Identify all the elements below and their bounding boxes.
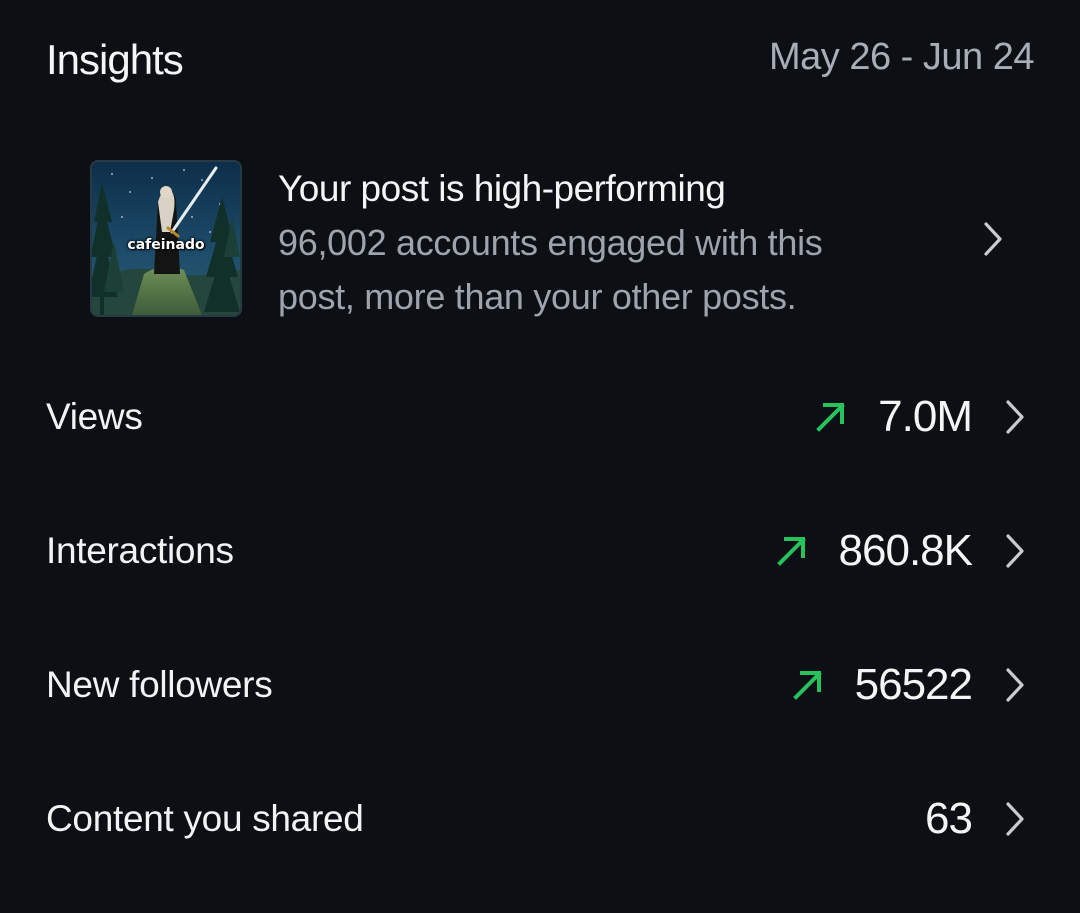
metric-label: Views xyxy=(46,396,143,437)
trend-up-arrow-icon xyxy=(776,537,806,566)
metric-value: 63 xyxy=(925,794,973,843)
metric-value: 56522 xyxy=(854,660,973,709)
chevron-right-icon[interactable] xyxy=(982,221,1004,257)
date-range[interactable]: May 26 - Jun 24 xyxy=(769,36,1034,78)
metric-label: New followers xyxy=(46,664,273,705)
metric-row-new-followers[interactable]: New followers 56522 xyxy=(46,645,1026,725)
metric-row-content-shared[interactable]: Content you shared 63 xyxy=(46,779,1026,859)
highlight-description: 96,002 accounts engaged with this post, … xyxy=(278,222,823,317)
highlight-title: Your post is high-performing xyxy=(278,168,726,209)
trend-up-arrow-icon xyxy=(792,671,822,700)
metric-row-views[interactable]: Views 7.0M xyxy=(46,377,1026,457)
metric-value: 7.0M xyxy=(878,392,973,441)
insights-header: Insights May 26 - Jun 24 xyxy=(46,30,1034,90)
chevron-right-icon[interactable] xyxy=(1004,399,1026,435)
metric-row-interactions[interactable]: Interactions 860.8K xyxy=(46,511,1026,591)
post-thumbnail-image xyxy=(92,162,240,315)
thumbnail-caption: cafeinado xyxy=(127,237,205,253)
trend-up-arrow-icon xyxy=(816,403,846,432)
metric-label: Interactions xyxy=(46,530,234,571)
metric-label: Content you shared xyxy=(46,798,364,839)
chevron-right-icon[interactable] xyxy=(1004,533,1026,569)
metric-value: 860.8K xyxy=(838,526,973,575)
high-performing-post-card[interactable]: cafeinado Your post is high-performing 9… xyxy=(90,158,1034,323)
chevron-right-icon[interactable] xyxy=(1004,801,1026,837)
chevron-right-icon[interactable] xyxy=(1004,667,1026,703)
post-thumbnail[interactable]: cafeinado xyxy=(90,160,242,317)
page-title: Insights xyxy=(46,36,184,83)
